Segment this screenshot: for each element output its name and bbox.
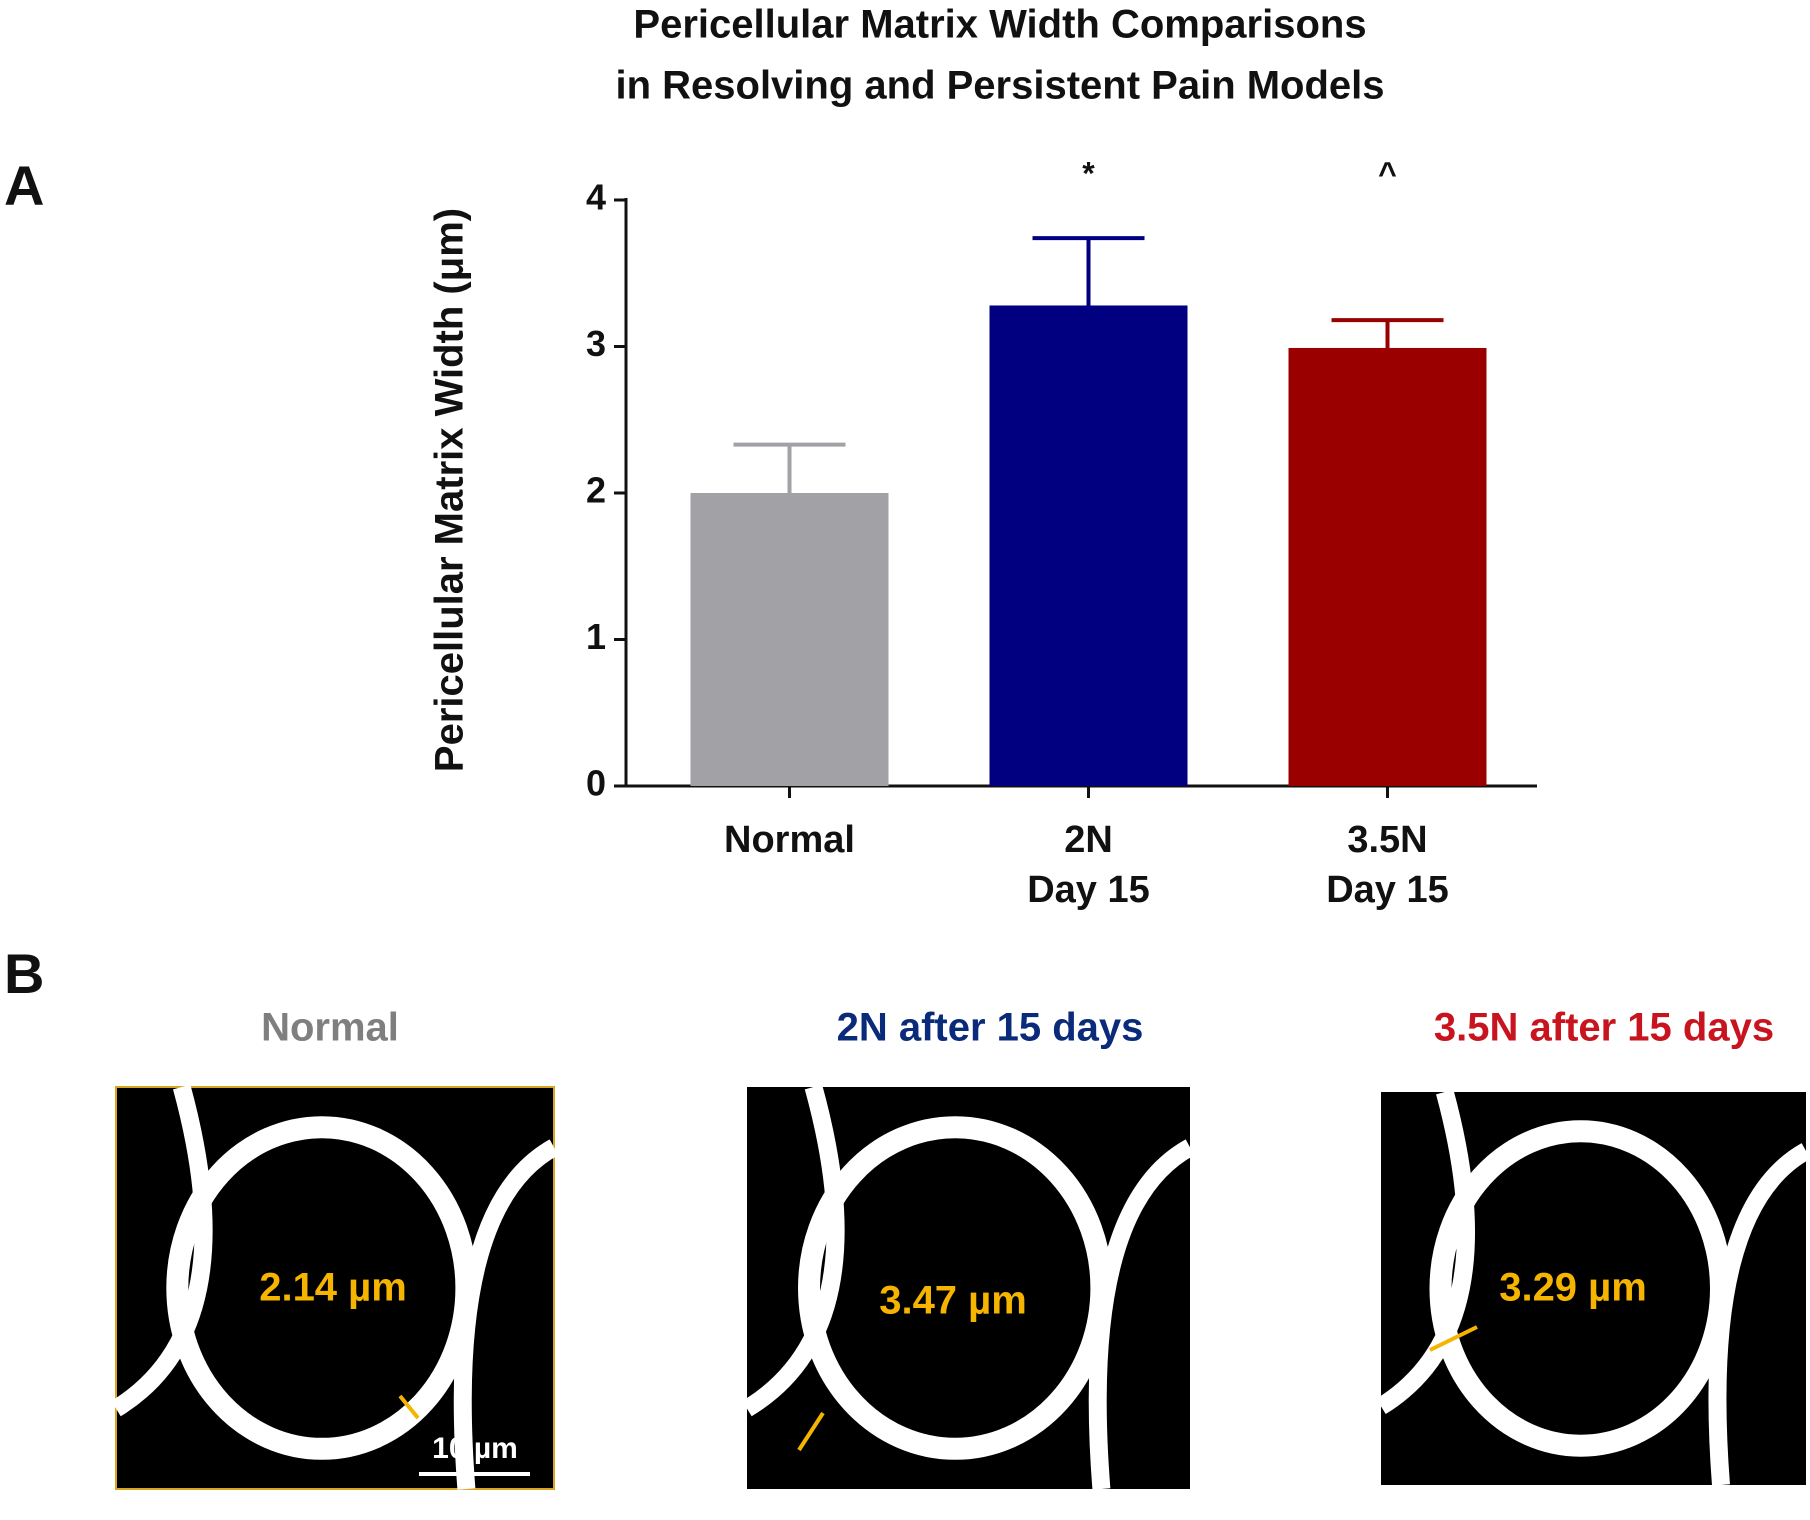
image-title: Normal	[261, 1006, 399, 1050]
bar	[989, 305, 1188, 786]
measurement-label: 3.47 µm	[879, 1279, 1027, 1323]
significance-label: *	[1082, 155, 1095, 191]
y-tick-label: 1	[586, 616, 606, 657]
y-tick-label: 0	[586, 763, 606, 804]
width-marker	[398, 1394, 420, 1420]
matrix-strand	[742, 1084, 1195, 1490]
x-tick-label: Normal	[724, 819, 855, 861]
image-title: 3.5N after 15 days	[1434, 1006, 1774, 1050]
error-bar	[733, 442, 846, 493]
y-tick-label: 3	[586, 323, 606, 364]
panel-label: B	[4, 942, 44, 1005]
measurement-label: 3.29 µm	[1499, 1266, 1647, 1310]
error-bar	[1331, 318, 1444, 348]
y-axis-label: Pericellular Matrix Width (μm)	[428, 208, 472, 772]
matrix-strand	[1376, 1089, 1810, 1486]
x-tick-label: 3.5N	[1347, 819, 1427, 861]
matrix-strand	[111, 1084, 559, 1490]
bar	[1288, 347, 1487, 786]
scale-bar-label: 10 µm	[432, 1432, 518, 1465]
x-tick-label: Day 15	[1326, 869, 1449, 911]
y-tick-label: 2	[586, 470, 606, 511]
width-marker	[1429, 1325, 1478, 1352]
x-tick-label: Day 15	[1027, 869, 1150, 911]
image-title: 2N after 15 days	[837, 1006, 1144, 1050]
measurement-label: 2.14 µm	[259, 1266, 407, 1310]
chart-title: in Resolving and Persistent Pain Models	[615, 64, 1384, 108]
width-marker	[797, 1411, 825, 1452]
y-tick-label: 4	[586, 177, 606, 218]
chart-title: Pericellular Matrix Width Comparisons	[633, 3, 1366, 47]
error-bar	[1032, 236, 1145, 306]
panel-label: A	[4, 154, 44, 217]
significance-label: ^	[1378, 155, 1397, 191]
x-tick-label: 2N	[1064, 819, 1113, 861]
bar	[690, 493, 889, 786]
